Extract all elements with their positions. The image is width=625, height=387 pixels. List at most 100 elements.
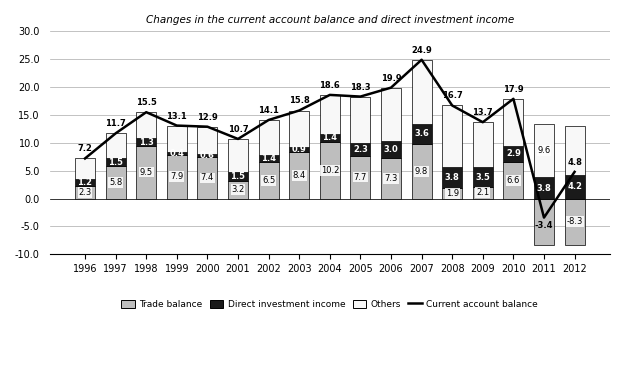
Bar [75,179,95,186]
Text: 1.5: 1.5 [231,172,246,181]
Bar [289,147,309,152]
Bar [106,166,126,199]
Text: 10.2: 10.2 [321,166,339,175]
Text: 1.9: 1.9 [446,189,459,198]
Bar [259,154,279,163]
Bar [198,154,217,158]
Bar [412,60,431,124]
Text: 1.4: 1.4 [322,134,338,142]
Bar [228,139,248,172]
Text: 0.4: 0.4 [169,149,184,158]
Bar [381,141,401,158]
Text: 4.8: 4.8 [567,158,582,167]
Bar [564,175,584,199]
Bar [259,120,279,154]
Text: 9.6: 9.6 [538,146,551,155]
Bar [473,122,492,168]
Text: 7.9: 7.9 [170,172,183,181]
Bar [259,163,279,199]
Text: 0.9: 0.9 [292,145,307,154]
Text: 7.7: 7.7 [354,173,367,182]
Bar [167,154,187,199]
Text: 1.4: 1.4 [261,154,276,163]
Text: 6.5: 6.5 [262,176,275,185]
Bar [228,172,248,181]
Bar [136,112,156,139]
Bar [75,186,95,199]
Text: 17.9: 17.9 [503,85,524,94]
Bar [351,156,371,199]
Text: 1.2: 1.2 [78,178,92,187]
Text: 2.1: 2.1 [476,188,489,197]
Text: 24.9: 24.9 [411,46,432,55]
Text: 14.1: 14.1 [258,106,279,115]
Bar [106,158,126,166]
Bar [136,146,156,199]
Text: 15.8: 15.8 [289,96,309,106]
Bar [534,199,554,245]
Bar [228,181,248,199]
Text: 16.7: 16.7 [442,91,462,101]
Bar [504,162,523,199]
Text: 0.6: 0.6 [200,151,215,160]
Text: 6.6: 6.6 [507,176,520,185]
Bar [289,111,309,147]
Text: 2.3: 2.3 [78,188,92,197]
Bar [564,125,584,175]
Bar [320,142,340,199]
Text: 10.7: 10.7 [228,125,248,134]
Text: 7.4: 7.4 [201,173,214,183]
Text: 12.9: 12.9 [197,113,217,122]
Bar [534,177,554,199]
Text: -8.3: -8.3 [566,217,582,226]
Text: 7.3: 7.3 [384,174,398,183]
Text: 13.1: 13.1 [166,111,187,121]
Bar [75,158,95,179]
Text: 9.8: 9.8 [415,167,428,176]
Text: 1.3: 1.3 [139,137,154,147]
Bar [442,167,462,188]
Bar [442,188,462,199]
Bar [167,125,187,152]
Bar [106,134,126,158]
Text: 8.4: 8.4 [292,171,306,180]
Bar [167,152,187,154]
Text: 7.2: 7.2 [78,144,92,154]
Bar [473,168,492,187]
Text: -3.4: -3.4 [535,221,553,230]
Bar [473,187,492,199]
Text: 9.5: 9.5 [139,168,152,176]
Bar [564,199,584,245]
Text: 3.6: 3.6 [414,129,429,139]
Bar [534,124,554,177]
Bar [198,127,217,154]
Bar [136,139,156,146]
Text: 4.2: 4.2 [567,182,582,192]
Title: Changes in the current account balance and direct investment income: Changes in the current account balance a… [146,15,514,25]
Bar [442,106,462,167]
Legend: Trade balance, Direct investment income, Others, Current account balance: Trade balance, Direct investment income,… [118,296,542,312]
Bar [320,95,340,134]
Bar [381,158,401,199]
Text: 2.9: 2.9 [506,149,521,158]
Bar [412,124,431,144]
Bar [198,158,217,199]
Text: 3.5: 3.5 [476,173,490,182]
Bar [351,143,371,156]
Bar [504,146,523,162]
Bar [351,97,371,143]
Text: 19.9: 19.9 [381,74,401,83]
Text: 2.3: 2.3 [353,145,368,154]
Text: 3.8: 3.8 [445,173,459,182]
Text: 11.7: 11.7 [105,119,126,128]
Bar [381,87,401,141]
Text: 1.5: 1.5 [108,158,123,166]
Text: 13.7: 13.7 [472,108,493,117]
Text: 3.8: 3.8 [537,183,551,192]
Bar [412,144,431,199]
Text: 5.8: 5.8 [109,178,122,187]
Text: 3.2: 3.2 [231,185,244,194]
Text: 15.5: 15.5 [136,98,157,107]
Bar [320,134,340,142]
Text: 18.3: 18.3 [350,82,371,92]
